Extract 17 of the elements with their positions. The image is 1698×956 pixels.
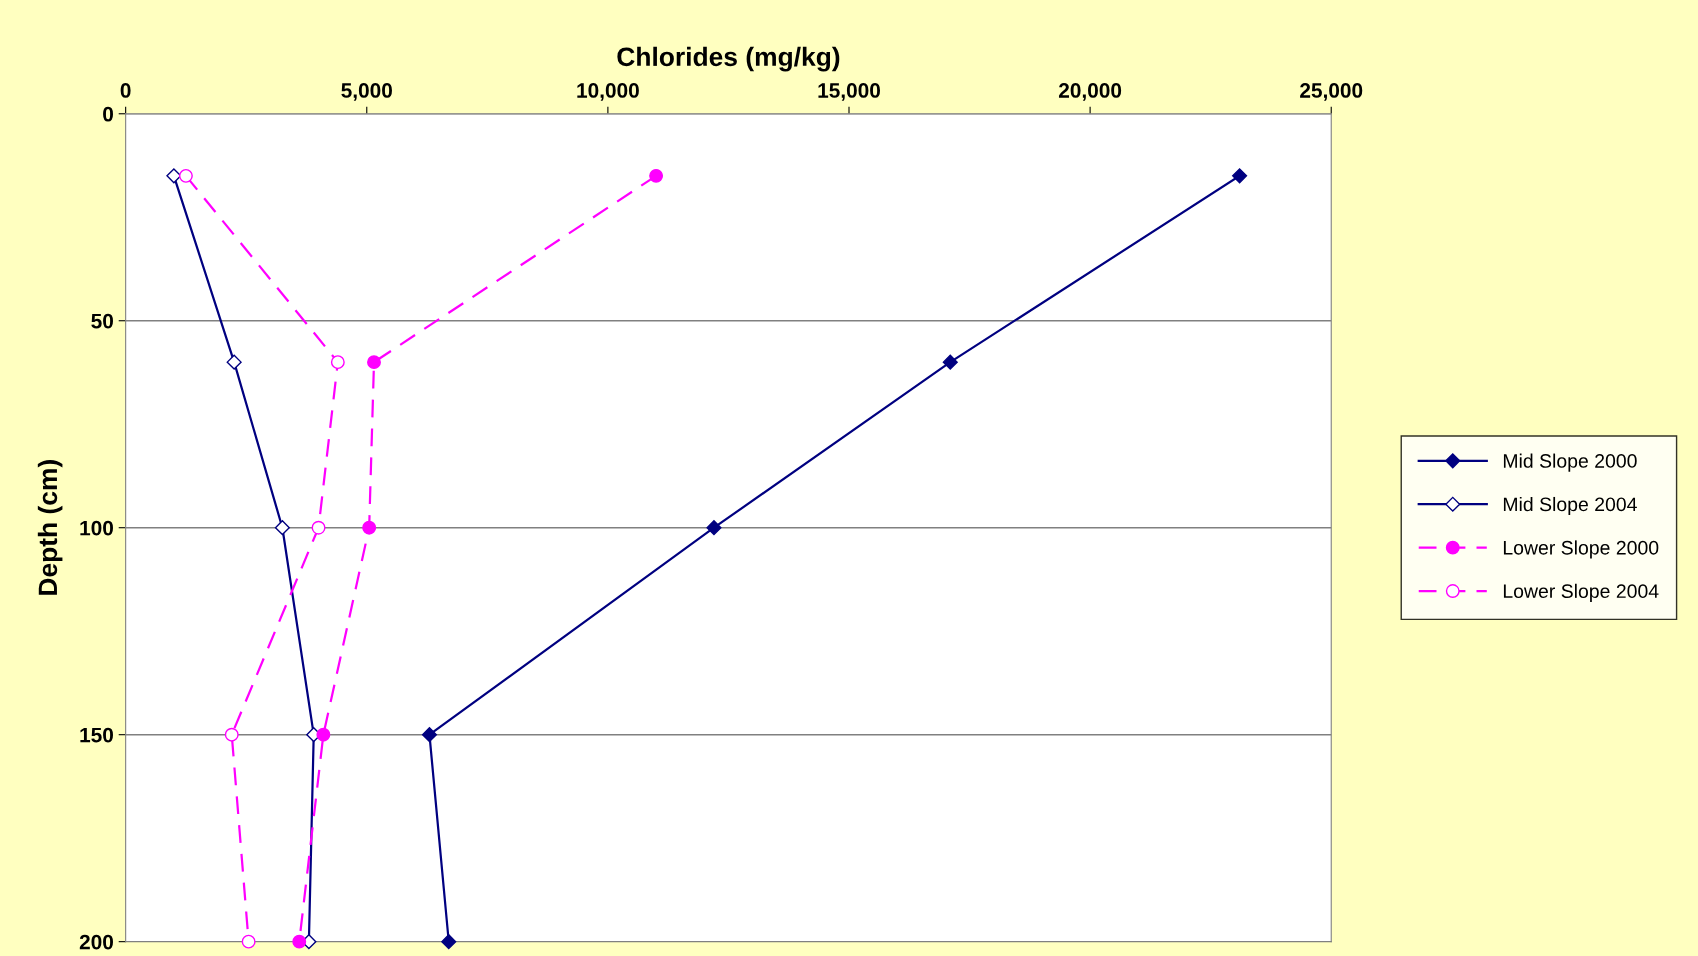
x-tick-label: 0 (120, 83, 131, 98)
x-tick-label: 25,000 (1300, 83, 1363, 101)
legend-label: Lower Slope 2004 (1503, 583, 1659, 602)
y-tick-label: 150 (80, 727, 113, 743)
y-tick-label: 200 (79, 934, 113, 950)
legend-label: Mid Slope 2004 (1503, 496, 1637, 516)
y-tick-label: 100 (80, 520, 113, 536)
x-axis-title: Chlorides (mg/kg) (617, 46, 840, 72)
y-tick-label: 0 (103, 106, 113, 122)
legend-label: Mid Slope 2000 (1503, 453, 1637, 472)
x-tick-label: 15,000 (818, 83, 881, 101)
y-axis-title: Depth (cm) (37, 460, 63, 595)
x-tick-label: 20,000 (1058, 83, 1122, 101)
x-tick-label: 5,000 (341, 83, 392, 101)
legend-label: Lower Slope 2000 (1503, 540, 1659, 559)
x-tick-label: 10,000 (577, 83, 639, 101)
y-tick-label: 50 (91, 313, 113, 329)
